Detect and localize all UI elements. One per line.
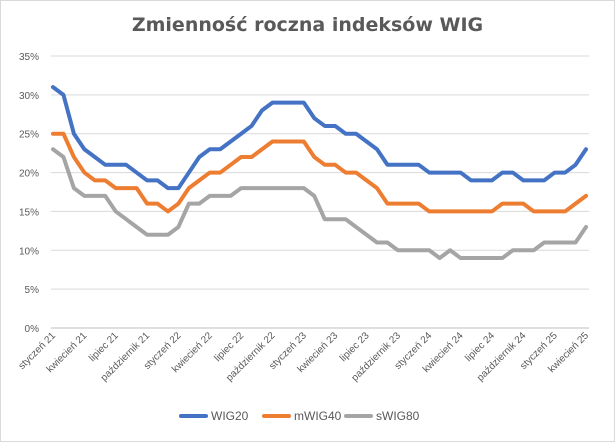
legend-label-mwig40: mWIG40 (294, 409, 342, 423)
y-tick-label: 5% (25, 285, 40, 296)
y-tick-label: 35% (19, 52, 39, 63)
y-tick-label: 15% (19, 207, 39, 218)
series-line-wig20 (51, 85, 588, 191)
y-tick-label: 10% (19, 246, 39, 257)
y-tick-label: 20% (19, 169, 39, 180)
chart-title: Zmienność roczna indeksów WIG (131, 14, 484, 36)
y-tick-label: 0% (25, 324, 40, 335)
series-line-mwig40 (51, 131, 588, 214)
legend-label-wig20: WIG20 (211, 409, 249, 423)
y-tick-label: 25% (19, 130, 39, 141)
series-line-swig80 (51, 147, 588, 261)
y-tick-label: 30% (19, 91, 39, 102)
legend-label-swig80: sWIG80 (376, 409, 420, 423)
